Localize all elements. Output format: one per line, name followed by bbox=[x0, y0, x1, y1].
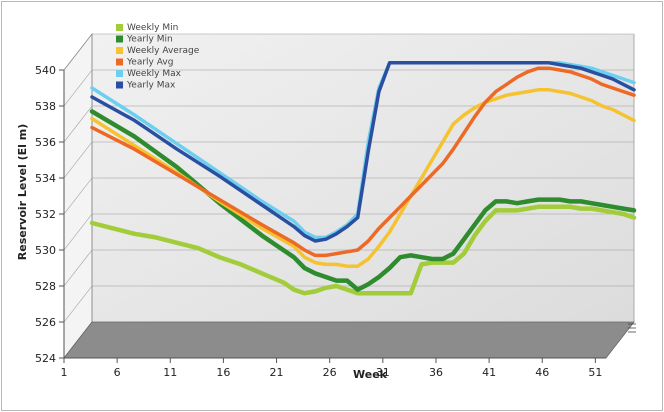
x-tick-label: 26 bbox=[323, 366, 337, 379]
y-tick-label: 536 bbox=[35, 136, 56, 149]
y-gridline-side bbox=[63, 33, 93, 71]
series-line-yearly-avg bbox=[90, 66, 636, 258]
legend-swatch-yearly-avg bbox=[116, 58, 123, 66]
y-tick-label: 532 bbox=[35, 208, 56, 221]
legend-label-weekly-min: Weekly Min bbox=[127, 23, 178, 33]
legend-label-yearly-min: Yearly Min bbox=[126, 35, 173, 45]
x-tick-label: 46 bbox=[535, 366, 549, 379]
x-tick-label: 36 bbox=[429, 366, 443, 379]
legend-label-yearly-avg: Yearly Avg bbox=[126, 58, 173, 68]
legend-swatch-yearly-min bbox=[116, 35, 123, 43]
x-axis-title: Week bbox=[353, 368, 388, 381]
x-tick-label: 51 bbox=[588, 366, 602, 379]
y-tick-label: 526 bbox=[35, 316, 56, 329]
legend-swatch-weekly-average bbox=[116, 47, 123, 54]
series-line-yearly-min bbox=[89, 109, 637, 292]
y-tick-label: 530 bbox=[35, 244, 56, 257]
y-gridline-side bbox=[63, 105, 93, 143]
x-tick-label: 1 bbox=[61, 366, 68, 379]
series-line-weekly-average bbox=[90, 88, 636, 268]
legend-label-weekly-average: Weekly Average bbox=[127, 46, 200, 56]
x-tick-label: 16 bbox=[216, 366, 230, 379]
chart-floor bbox=[63, 321, 635, 359]
y-axis-title: Reservoir Level (El m) bbox=[16, 124, 29, 260]
y-gridline-side bbox=[63, 69, 93, 107]
series-line-weekly-min bbox=[89, 204, 637, 296]
x-tick-label: 41 bbox=[482, 366, 496, 379]
x-tick-label: 31 bbox=[376, 366, 390, 379]
legend-label-yearly-max: Yearly Max bbox=[126, 81, 176, 91]
y-gridline-side bbox=[63, 213, 93, 251]
y-tick-label: 524 bbox=[35, 352, 56, 365]
y-tick-label: 540 bbox=[35, 64, 56, 77]
y-gridline-side bbox=[63, 285, 93, 323]
x-tick-label: 11 bbox=[163, 366, 177, 379]
y-gridline-side bbox=[63, 141, 93, 179]
y-gridline-side bbox=[63, 249, 93, 287]
series-lines bbox=[89, 61, 637, 296]
x-tick-label: 6 bbox=[114, 366, 121, 379]
legend-swatch-yearly-max bbox=[116, 81, 123, 89]
legend-swatch-weekly-max bbox=[116, 70, 123, 77]
series-line-yearly-max bbox=[90, 61, 636, 243]
x-tick-label: 21 bbox=[270, 366, 284, 379]
y-tick-label: 538 bbox=[35, 100, 56, 113]
y-tick-label: 528 bbox=[35, 280, 56, 293]
legend-label-weekly-max: Weekly Max bbox=[127, 69, 182, 79]
grid-lines bbox=[63, 33, 634, 323]
legend-swatch-weekly-min bbox=[116, 24, 123, 31]
y-tick-label: 534 bbox=[35, 172, 56, 185]
y-gridline-side bbox=[63, 177, 93, 215]
